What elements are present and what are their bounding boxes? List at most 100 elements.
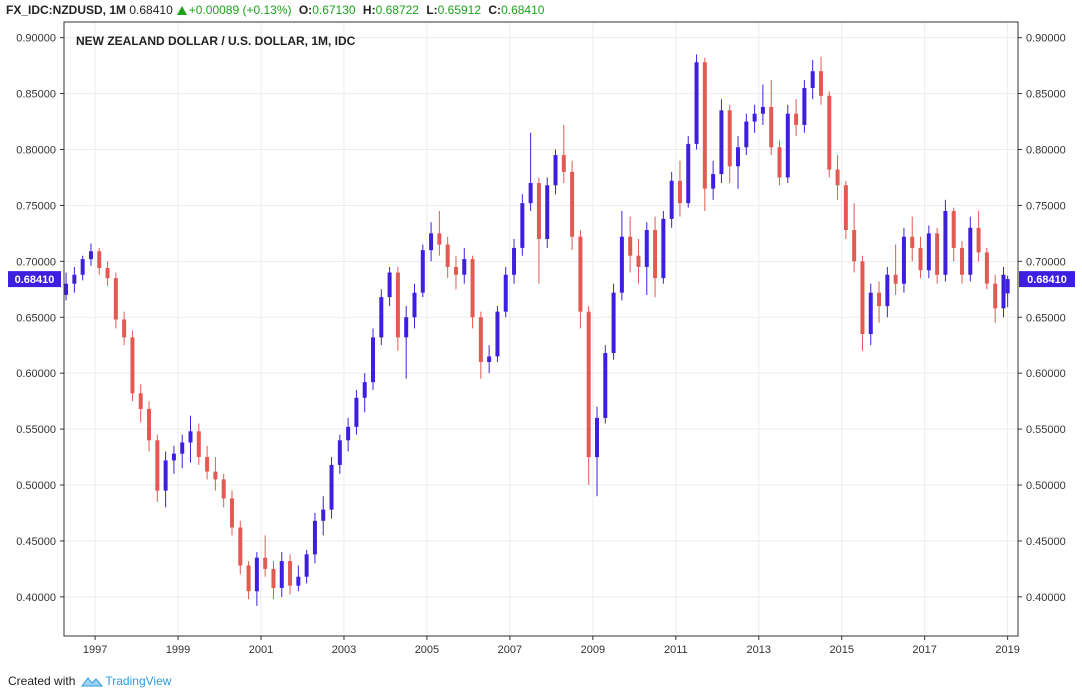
candle bbox=[337, 434, 342, 474]
candle bbox=[495, 306, 500, 362]
y-tick-label-right: 0.60000 bbox=[1026, 368, 1066, 380]
candle bbox=[188, 415, 193, 463]
candle-body bbox=[653, 230, 658, 279]
candle bbox=[1005, 275, 1010, 308]
change-value: +0.00089 (+0.13%) bbox=[188, 3, 292, 17]
grid bbox=[64, 22, 1018, 636]
candle-body bbox=[404, 317, 409, 338]
candle-body bbox=[512, 247, 517, 275]
y-tick-label-right: 0.55000 bbox=[1026, 424, 1066, 436]
candle bbox=[180, 434, 185, 469]
candle-body bbox=[420, 250, 425, 293]
candle bbox=[578, 230, 583, 329]
candle bbox=[72, 266, 77, 293]
candle bbox=[951, 207, 956, 262]
candle-body bbox=[711, 174, 716, 189]
high-label: H: bbox=[362, 3, 376, 17]
plot-frame bbox=[63, 21, 1019, 637]
candle bbox=[271, 561, 276, 600]
symbol-header: FX_IDC:NZDUSD, 1M 0.68410 +0.00089 (+0.13… bbox=[6, 1, 544, 19]
candle-body bbox=[520, 203, 525, 248]
candle-body bbox=[371, 337, 376, 383]
candle-body bbox=[561, 155, 566, 172]
candle-body bbox=[478, 317, 483, 362]
candle-body bbox=[238, 527, 243, 566]
candle-body bbox=[205, 457, 210, 472]
candle-body bbox=[188, 431, 193, 443]
candle-body bbox=[810, 71, 815, 88]
candle bbox=[64, 272, 69, 301]
candle bbox=[810, 60, 815, 100]
plot-area bbox=[64, 22, 1018, 636]
candle bbox=[512, 238, 517, 284]
candle-body bbox=[636, 255, 641, 267]
candle bbox=[387, 266, 392, 307]
candle bbox=[603, 345, 608, 424]
candle-body bbox=[453, 266, 458, 275]
y-tick-label-left: 0.40000 bbox=[16, 592, 56, 604]
candle bbox=[968, 216, 973, 282]
candle bbox=[536, 177, 541, 284]
candle bbox=[926, 225, 931, 279]
candle bbox=[760, 84, 765, 125]
candle-body bbox=[570, 171, 575, 237]
candle bbox=[835, 155, 840, 200]
y-axis-left: 0.90000 0.85000 0.80000 0.75000 0.70000 0.650… bbox=[16, 33, 64, 604]
x-tick-label: 2001 bbox=[249, 644, 273, 656]
candle-body bbox=[337, 440, 342, 465]
close-value: 0.68410 bbox=[501, 3, 545, 17]
candle bbox=[147, 401, 152, 452]
candle bbox=[901, 227, 906, 293]
candle-body bbox=[868, 292, 873, 335]
candle-body bbox=[321, 509, 326, 521]
candle-body bbox=[603, 353, 608, 418]
candle bbox=[636, 238, 641, 284]
candle bbox=[794, 99, 799, 137]
tradingview-link[interactable]: TradingView bbox=[105, 674, 172, 688]
candle-body bbox=[960, 247, 965, 275]
y-tick-label-left: 0.90000 bbox=[16, 33, 56, 45]
candle-body bbox=[412, 292, 417, 318]
created-with-label: Created with bbox=[8, 674, 76, 688]
candles bbox=[64, 54, 1010, 606]
tradingview-logo-icon[interactable] bbox=[81, 675, 104, 687]
candle bbox=[727, 104, 732, 184]
candle bbox=[619, 211, 624, 301]
candle-body bbox=[138, 393, 143, 409]
candle bbox=[868, 283, 873, 346]
candle bbox=[827, 91, 832, 178]
candle-body bbox=[503, 274, 508, 312]
y-tick-label-right: 0.45000 bbox=[1026, 536, 1066, 548]
candle bbox=[719, 99, 724, 184]
candle bbox=[379, 289, 384, 346]
candle bbox=[171, 445, 176, 474]
candle bbox=[163, 451, 168, 508]
candle bbox=[221, 473, 226, 508]
candle-body bbox=[943, 211, 948, 275]
candle bbox=[420, 244, 425, 298]
candle-body bbox=[644, 230, 649, 267]
candle bbox=[196, 423, 201, 465]
candle bbox=[312, 512, 317, 564]
symbol-label: FX_IDC:NZDUSD, 1M bbox=[6, 3, 127, 17]
candle-body bbox=[196, 431, 201, 458]
y-tick-label-left: 0.75000 bbox=[16, 200, 56, 212]
candle-body bbox=[97, 251, 102, 269]
candle bbox=[910, 216, 915, 262]
candle-body bbox=[462, 259, 467, 275]
candle bbox=[105, 261, 110, 286]
y-tick-label-left: 0.85000 bbox=[16, 89, 56, 101]
y-tick-label-left: 0.45000 bbox=[16, 536, 56, 548]
y-tick-label-left: 0.70000 bbox=[16, 256, 56, 268]
y-tick-label-left: 0.80000 bbox=[16, 144, 56, 156]
candle bbox=[628, 216, 633, 273]
candle bbox=[653, 216, 658, 298]
candle-body bbox=[545, 185, 550, 239]
candle bbox=[528, 132, 533, 212]
candle-body bbox=[528, 183, 533, 204]
candle bbox=[644, 222, 649, 295]
candle-body bbox=[586, 311, 591, 458]
candle bbox=[553, 149, 558, 195]
candle bbox=[254, 552, 259, 606]
